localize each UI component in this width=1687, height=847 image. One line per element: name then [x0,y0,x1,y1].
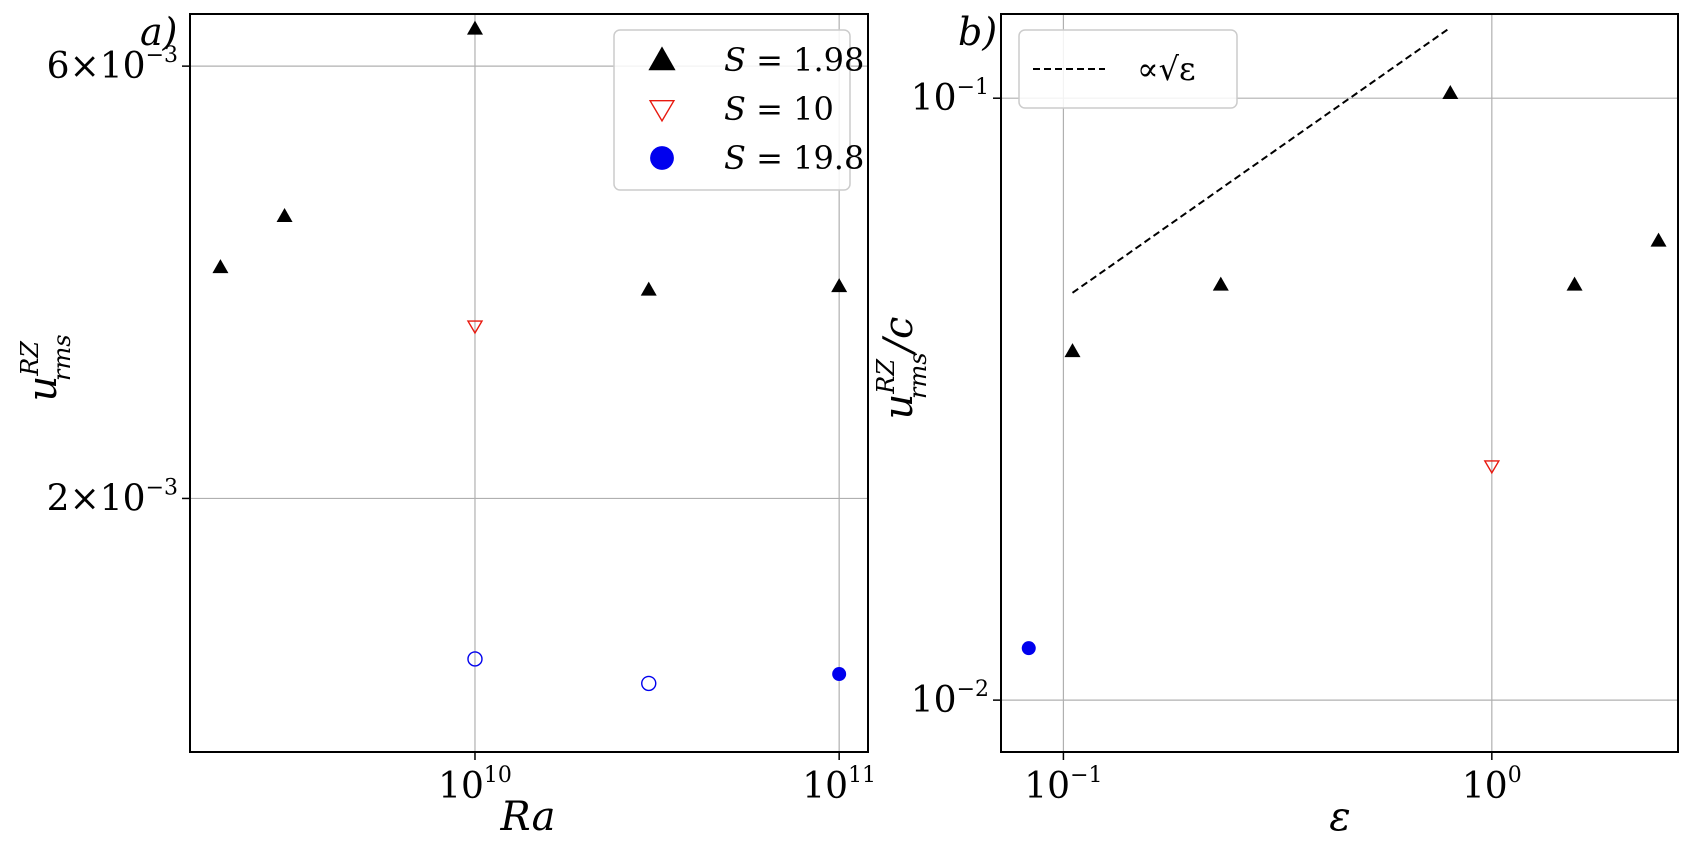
data-point-circle-open [641,675,657,692]
data-point-triangle-down-open [1483,460,1501,475]
panel-b-marks [1021,85,1667,656]
y-tick-label: 6×10−3 [47,43,178,87]
panel-a: 1010 1011 6×10−3 2×10−3 a) Ra uRZ rms S = 1… [16,10,876,840]
y-tick-label: 10−2 [911,677,989,721]
data-point-triangle-up-filled [1212,276,1229,291]
legend-marker-circle-filled [650,146,674,170]
panel-b-y-label-base: u [876,394,922,420]
panel-b: 10−1 100 10−1 10−2 b) ε uRZ rms/c ∝√ε [872,10,1679,840]
panel-b-y-label-sup: RZ [872,358,900,395]
legend-entry-label: S = 19.8 [724,139,864,177]
panel-b-label: b) [958,10,997,54]
x-tick-label: 100 [1462,763,1522,807]
data-point-triangle-up-filled [831,278,848,293]
legend-entry-label: ∝√ε [1137,50,1196,88]
x-tick-label: 1011 [802,763,876,807]
panel-b-legend: ∝√ε [1018,29,1238,109]
panel-a-label: a) [140,10,177,54]
panel-b-x-ticks: 10−1 100 [1024,752,1522,807]
x-tick-label: 1010 [438,763,512,807]
data-point-triangle-up-filled [640,281,657,296]
panel-a-y-label: uRZ rms [16,334,76,401]
panel-b-y-ticks: 10−1 10−2 [911,75,1001,721]
legend-marker-triangle-up-filled [648,46,676,71]
panel-b-y-label: uRZ rms/c [872,317,932,420]
panel-a-y-label-sub: rms [48,334,76,381]
panel-b-y-label-sub: rms [904,352,932,399]
y-tick-label: 10−1 [911,75,989,119]
data-point-triangle-up-filled [1064,343,1081,358]
panel-a-x-label: Ra [500,794,556,840]
panel-a-marks [212,20,848,692]
data-point-triangle-up-filled [1650,232,1667,247]
panel-a-legend: S = 1.98 S = 10 S = 19.8 [613,29,864,191]
legend-box [1018,29,1238,109]
panel-b-plot-frame [1000,13,1679,753]
panel-b-x-label: ε [1329,794,1350,840]
x-tick-label: 10−1 [1024,763,1102,807]
data-point-triangle-down-open [466,320,484,335]
data-point-triangle-up-filled [1442,85,1459,100]
data-point-triangle-up-filled [466,20,483,35]
data-point-circle-filled [832,667,847,682]
legend-entry-label: S = 1.98 [724,41,864,79]
panel-a-y-ticks: 6×10−3 2×10−3 [47,43,190,519]
panel-b-grid [1001,14,1678,752]
data-point-triangle-up-filled [212,259,229,274]
data-point-triangle-up-filled [276,207,293,222]
panel-a-x-ticks: 1010 1011 [438,752,876,807]
panel-a-y-label-sup: RZ [16,340,44,377]
legend-marker-triangle-down-open [648,99,676,123]
data-point-circle-filled [1021,641,1036,656]
panel-a-y-label-base: u [20,376,66,402]
data-point-circle-open [467,651,483,667]
y-tick-label: 2×10−3 [47,475,178,519]
panel-a-plot-frame [189,13,869,753]
legend-entry-label: S = 10 [724,90,834,128]
data-point-triangle-up-filled [1566,276,1583,291]
panel-b-y-label-suffix: /c [876,317,922,357]
